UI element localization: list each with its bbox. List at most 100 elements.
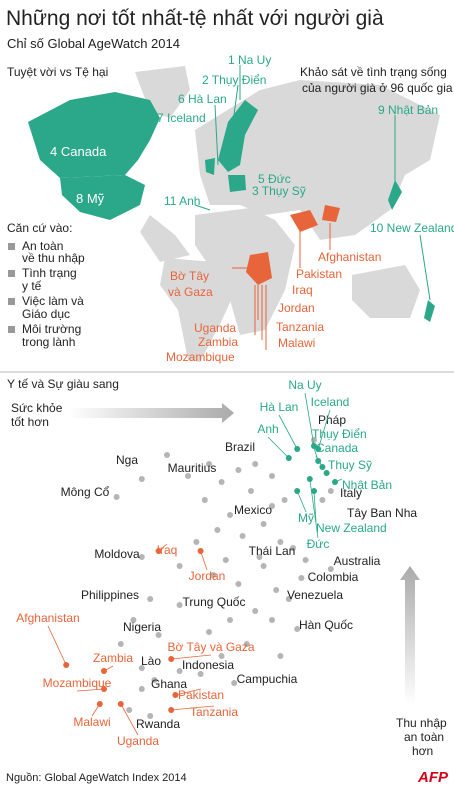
point [269, 503, 275, 509]
point-label: New Zealand [316, 521, 387, 535]
point [138, 476, 145, 482]
source: Nguồn: Global AgeWatch Index 2014 [6, 772, 187, 784]
map-label: 4 Canada [50, 144, 107, 159]
point [101, 686, 107, 692]
point [197, 671, 204, 677]
point [327, 566, 334, 572]
point [176, 668, 183, 674]
leader-line [76, 688, 105, 692]
leader-line [171, 654, 212, 660]
point [260, 521, 267, 527]
leader-line [313, 490, 317, 523]
criteria [8, 243, 15, 333]
point [285, 596, 292, 602]
point [210, 572, 217, 578]
point [185, 473, 191, 479]
leader-line [120, 703, 139, 736]
point-label: Mozambique [43, 676, 112, 690]
point [176, 563, 183, 569]
point-label: Na Uy [288, 378, 321, 392]
map-label: 2 Thụy Điển [202, 73, 266, 87]
point [239, 533, 246, 539]
chart-title: Y tế và Sự giàu sang [7, 377, 119, 391]
map-label: 3 Thụy Sỹ [252, 184, 306, 198]
map-label: 5 Đức [258, 172, 291, 186]
point [222, 557, 229, 563]
point [281, 497, 288, 503]
point [214, 527, 221, 533]
point [269, 473, 275, 479]
point [315, 446, 322, 452]
point [298, 575, 305, 581]
point-label: Indonesia [182, 658, 234, 672]
criteria-item: trong lành [22, 335, 75, 349]
leader-line [304, 392, 315, 447]
map-label: Malawi [278, 336, 315, 350]
point [147, 713, 154, 719]
point-label: Ghana [151, 677, 187, 691]
point [311, 488, 317, 494]
point [218, 653, 225, 659]
point [327, 488, 334, 494]
point-label: Brazil [225, 440, 255, 454]
x-axis-label: Sức khỏe [11, 401, 63, 415]
point [235, 467, 242, 473]
point [231, 680, 238, 686]
point [117, 641, 124, 647]
point-label: Nigeria [123, 620, 161, 634]
map-label: Tanzania [276, 320, 324, 334]
point-label: Mỹ [298, 511, 314, 525]
point-label: Đức [307, 537, 330, 551]
map-label: Iraq [292, 283, 313, 297]
point-label: Tanzania [190, 705, 238, 719]
map-label: 8 Mỹ [76, 191, 105, 206]
point-label: Moldova [94, 547, 140, 561]
point-label: Jordan [189, 569, 226, 583]
criteria-item: về thu nhập [22, 251, 85, 265]
point [155, 548, 162, 554]
point [243, 641, 250, 647]
point [319, 464, 326, 470]
point [227, 512, 233, 518]
criteria-item: y tế [22, 279, 42, 293]
point-label: Mauritius [168, 461, 217, 475]
criteria-item: Việc làm và [22, 294, 84, 308]
criteria-title: Căn cứ vào: [7, 221, 72, 235]
logo: AFP [417, 769, 449, 786]
point-label: Australia [334, 554, 381, 568]
point [319, 497, 326, 503]
title: Những nơi tốt nhất-tệ nhất với người già [6, 7, 384, 30]
point-label: Nhật Bản [342, 478, 392, 492]
map [28, 65, 440, 362]
point-label: Campuchia [237, 672, 298, 686]
point-label: Lào [141, 654, 161, 668]
leader-line [200, 550, 208, 571]
criteria-item: An toàn [22, 239, 63, 253]
point [138, 554, 145, 560]
map-legend-title: Tuyệt vời vs Tệ hại [7, 65, 108, 79]
point [176, 602, 183, 608]
point [260, 563, 267, 569]
x-arrow [68, 403, 234, 423]
point [248, 488, 254, 494]
point [63, 662, 70, 668]
point [269, 617, 275, 623]
point [294, 488, 301, 494]
point [302, 557, 309, 563]
point [197, 548, 204, 554]
point [101, 668, 107, 674]
leader-line [267, 436, 290, 459]
map-label: 7 Iceland [157, 111, 206, 125]
point-label: Hàn Quốc [299, 618, 353, 632]
point [172, 692, 179, 698]
point [332, 479, 338, 485]
map-label: và Gaza [168, 285, 213, 299]
point-label: Pháp [318, 413, 346, 427]
point-label: Mông Cổ [61, 485, 110, 499]
criteria-item: Tình trạng [22, 266, 77, 280]
map-label: 6 Hà Lan [178, 92, 227, 106]
point [294, 446, 301, 452]
point-label: Tây Ban Nha [347, 506, 417, 520]
note: Khảo sát về tình trạng sống [300, 65, 447, 79]
